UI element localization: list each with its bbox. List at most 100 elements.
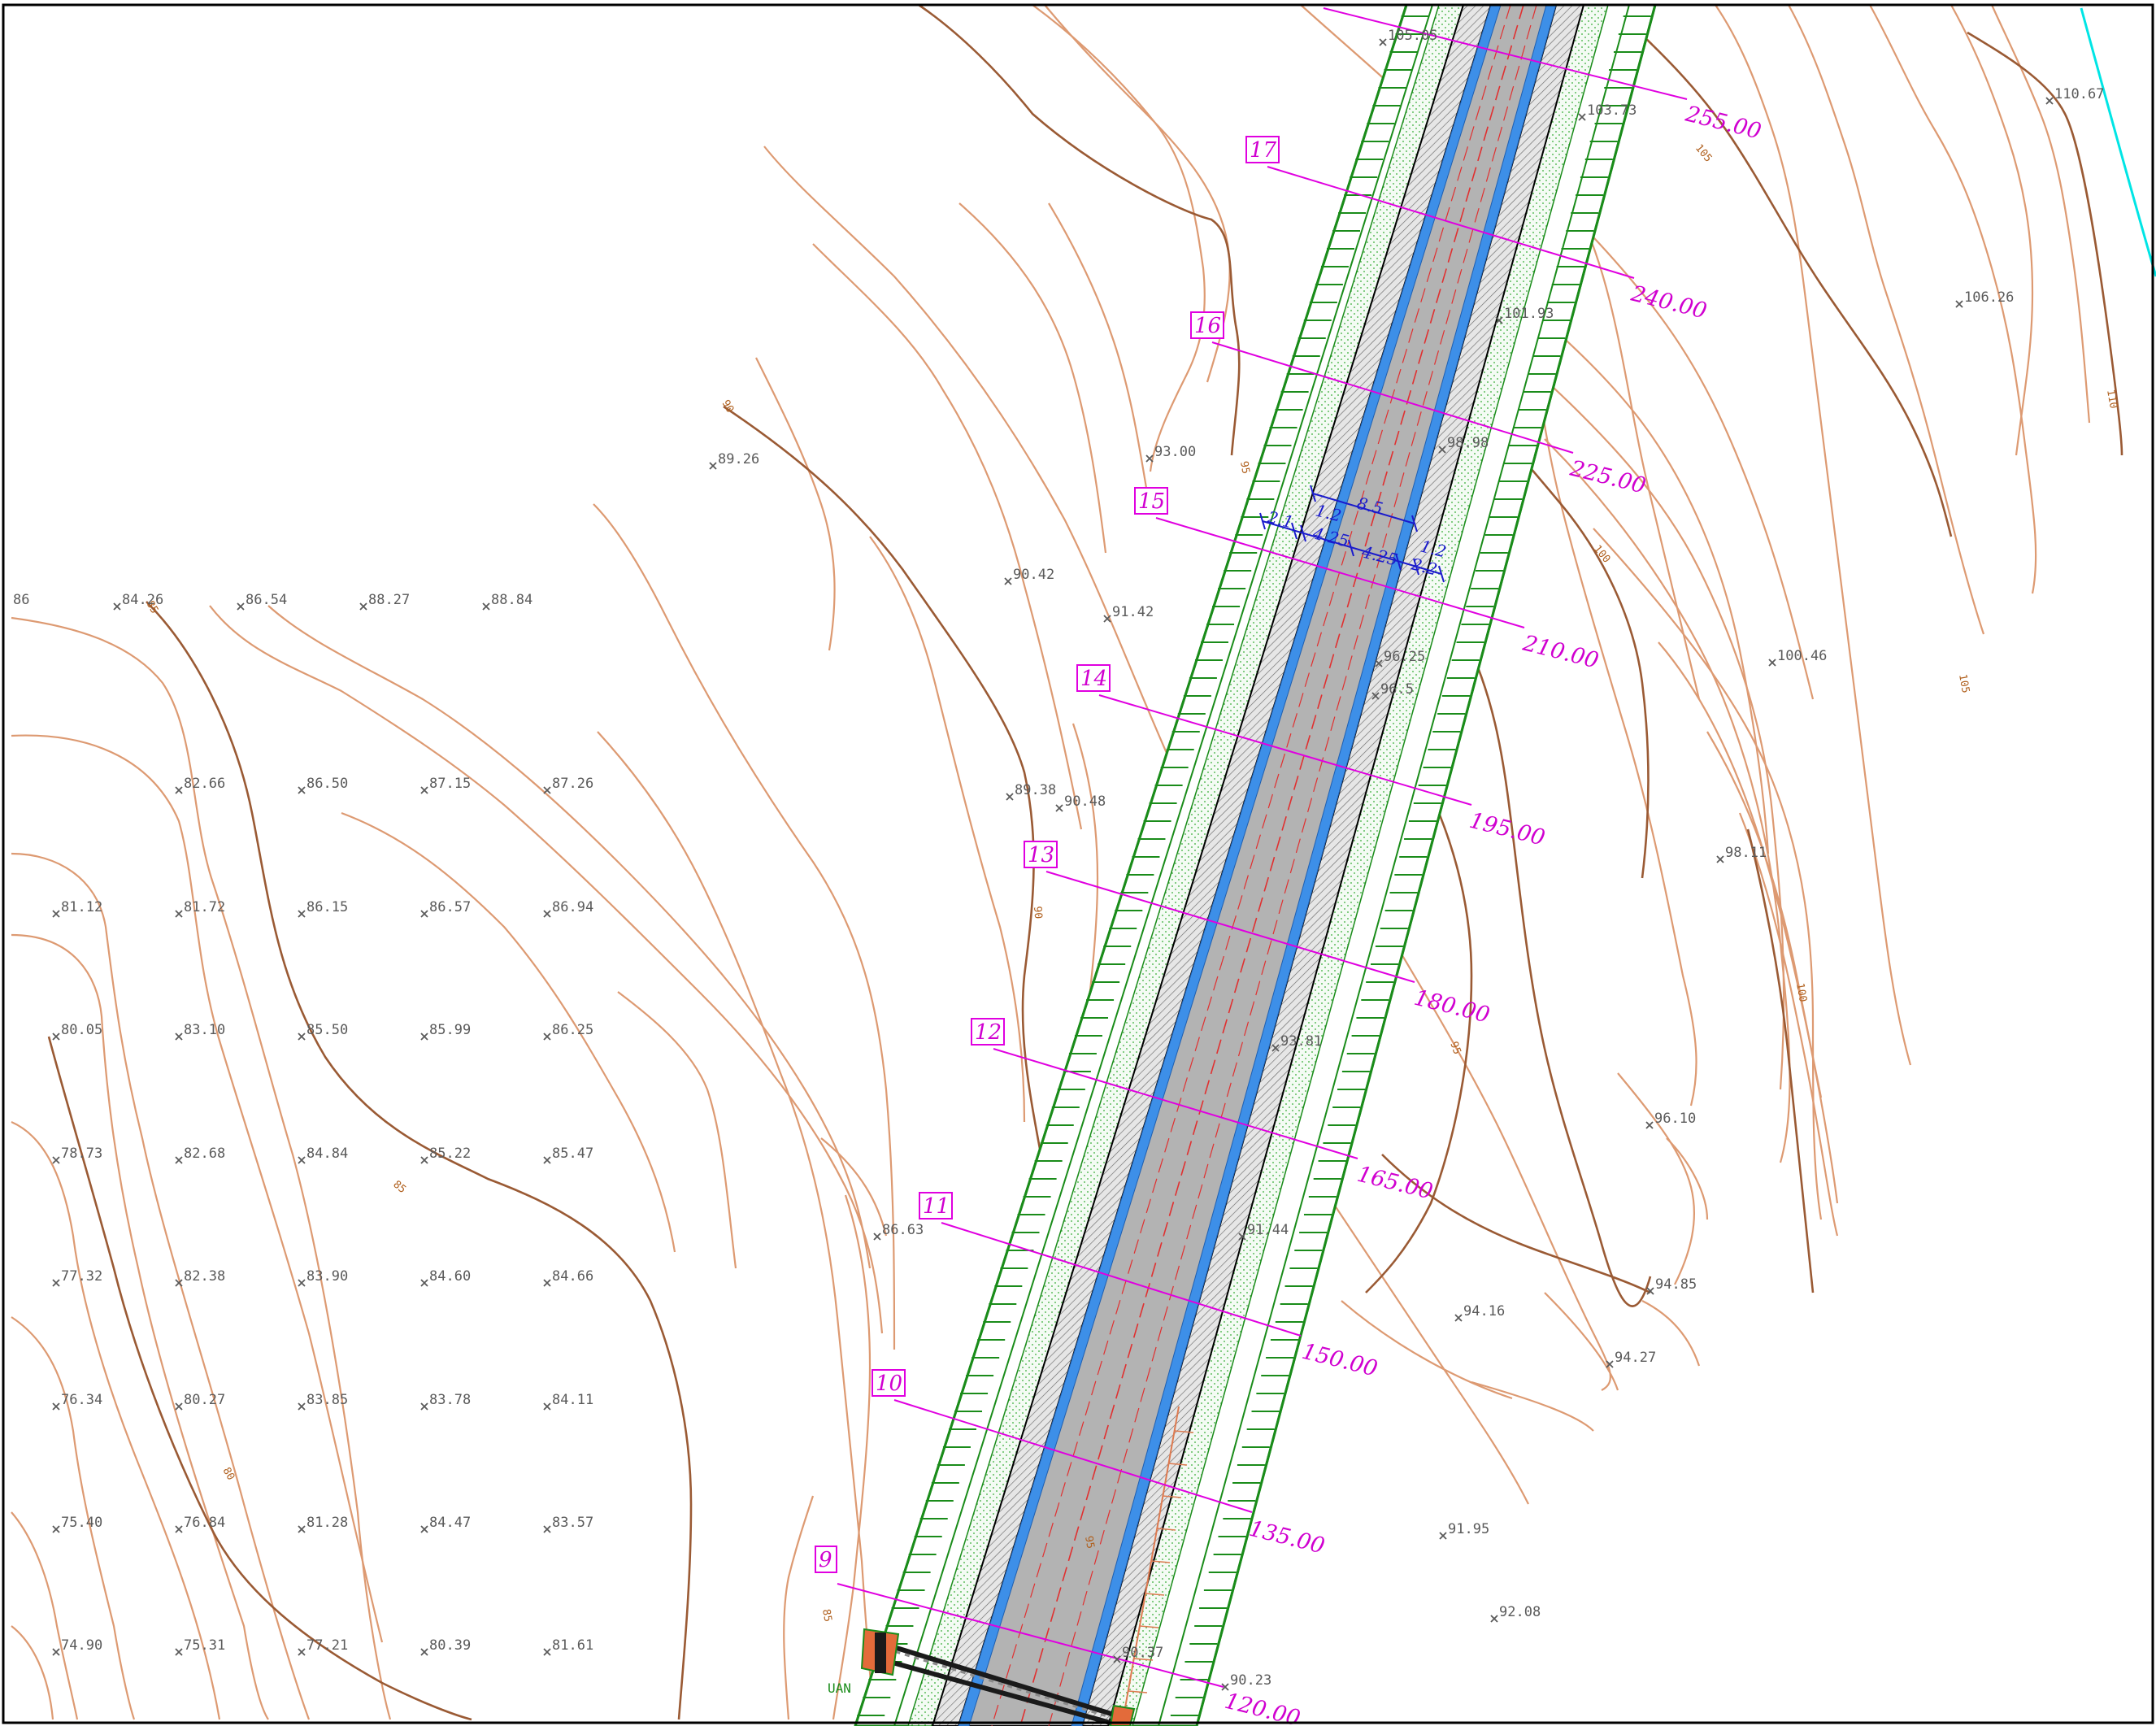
spot-height-marker [420,910,428,918]
section-box [872,1369,906,1397]
spot-height-marker [175,1156,183,1164]
spot-height-value: 81.61 [552,1637,593,1654]
contour-elevation-label: 110 [2104,389,2119,410]
spot-height-marker [175,786,183,794]
spot-height-value: 101.93 [1504,306,1554,322]
spot-height-marker [1055,804,1063,812]
spot-height-value: 74.90 [61,1637,102,1654]
spot-height-value: 86.54 [246,592,287,608]
section-number: 14 [1080,667,1107,691]
spot-height-marker [1716,855,1724,863]
spot-height-marker [175,1402,183,1411]
contour-elevation-label: 80 [220,1466,237,1483]
section-number: 10 [876,1372,902,1396]
spot-height-value: 85.50 [306,1022,348,1038]
contour-elevation-label: 85 [144,599,161,616]
spot-height-marker [543,786,551,794]
spot-height-marker [52,1279,60,1287]
spot-height-value: 75.31 [184,1637,225,1654]
spot-height-value: 76.34 [61,1392,102,1408]
spot-height-value: 81.12 [61,899,102,915]
spot-height-value: 84.11 [552,1392,593,1408]
spot-height-marker [298,1402,306,1411]
station-line [837,1583,1224,1688]
spot-height-marker [543,1279,551,1287]
spot-height-value: 85.47 [552,1146,593,1162]
spot-height-value: 83.10 [184,1022,225,1038]
dimension-tick [1300,524,1306,542]
spot-height-marker [1768,659,1776,667]
spot-height-value: 93.81 [1280,1033,1322,1050]
section-box [1076,664,1111,692]
spot-height-value: 91.95 [1448,1521,1489,1537]
section-number: 13 [1028,843,1054,867]
spot-height-marker [1646,1287,1654,1295]
spot-height-value: 83.78 [429,1392,471,1408]
spot-height-value: 85.99 [429,1022,471,1038]
spot-height-value: 77.21 [306,1637,348,1654]
section-box [1190,311,1224,339]
road-corridor [854,3,1657,1726]
spot-height-marker [420,1648,428,1656]
spot-heights: 86 84.26 86.54 88.27 88.84 82.66 86.50 87.15 87.… [13,28,2104,1691]
section-number: 16 [1194,314,1221,338]
spot-height-value: 110.67 [2054,86,2104,102]
culvert-structure: UAN [828,1628,1136,1726]
spot-height-value: 83.57 [552,1515,593,1531]
spot-height-marker [1490,1615,1498,1623]
station-line [1045,871,1415,983]
section-box [919,1192,953,1220]
spot-height-value: 80.27 [184,1392,225,1408]
dimension-tick [1411,515,1418,533]
spot-height-value: 89.26 [718,451,759,467]
spot-height-value: 89.38 [1015,782,1056,798]
spot-height-value: 85.22 [429,1146,471,1162]
spot-height-value: 90.42 [1013,567,1054,583]
spot-height-marker [420,1525,428,1533]
spot-height-marker [1495,316,1503,324]
contour-elevation-label: 105 [1956,673,1971,694]
spot-height-value: 91.42 [1112,604,1154,620]
spot-height-value: 80.05 [61,1022,102,1038]
spot-height-marker [1606,1360,1614,1368]
section-box [1024,841,1058,868]
spot-height-marker [52,910,60,918]
dimension-tick [1310,485,1316,502]
spot-height-marker [420,1279,428,1287]
spot-height-marker [420,1156,428,1164]
spot-height-value: 84.26 [122,592,163,608]
section-box [1134,487,1168,515]
spot-height-value: 106.26 [1964,289,2014,306]
spot-height-value: 94.85 [1655,1276,1697,1293]
spot-height-value: 75.40 [61,1515,102,1531]
dimension-tick [1438,565,1445,583]
spot-height-value: 78.73 [61,1146,102,1162]
spot-height-marker [175,1525,183,1533]
station-line [1211,341,1574,454]
spot-height-value: 76.84 [184,1515,225,1531]
dimension-tick [1395,553,1402,571]
contour-elevation-label: 90 [1031,906,1044,920]
spot-height-value: 83.90 [306,1268,348,1285]
spot-height-marker [1145,454,1154,463]
spot-height-value: 86 [13,592,29,608]
spot-height-marker [420,786,428,794]
spot-height-marker [175,1033,183,1041]
spot-height-marker [1238,1233,1246,1241]
spot-height-value: 77.32 [61,1268,102,1285]
station-line [893,1399,1253,1513]
dimension-line [1312,493,1415,524]
contour-lines [11,3,2123,1721]
spot-height-marker [52,1648,60,1656]
spot-height-marker [709,462,717,470]
section-number: 11 [923,1194,950,1219]
spot-height-value: 86.15 [306,899,348,915]
spot-height-marker [420,1033,428,1041]
spot-height-value: 92.08 [1499,1604,1541,1620]
spot-height-value: 90.23 [1230,1672,1271,1689]
boundary-line [2080,7,2156,277]
spot-height-marker [1221,1683,1229,1691]
dimension-line [1262,520,1442,575]
spot-height-marker [359,602,367,611]
